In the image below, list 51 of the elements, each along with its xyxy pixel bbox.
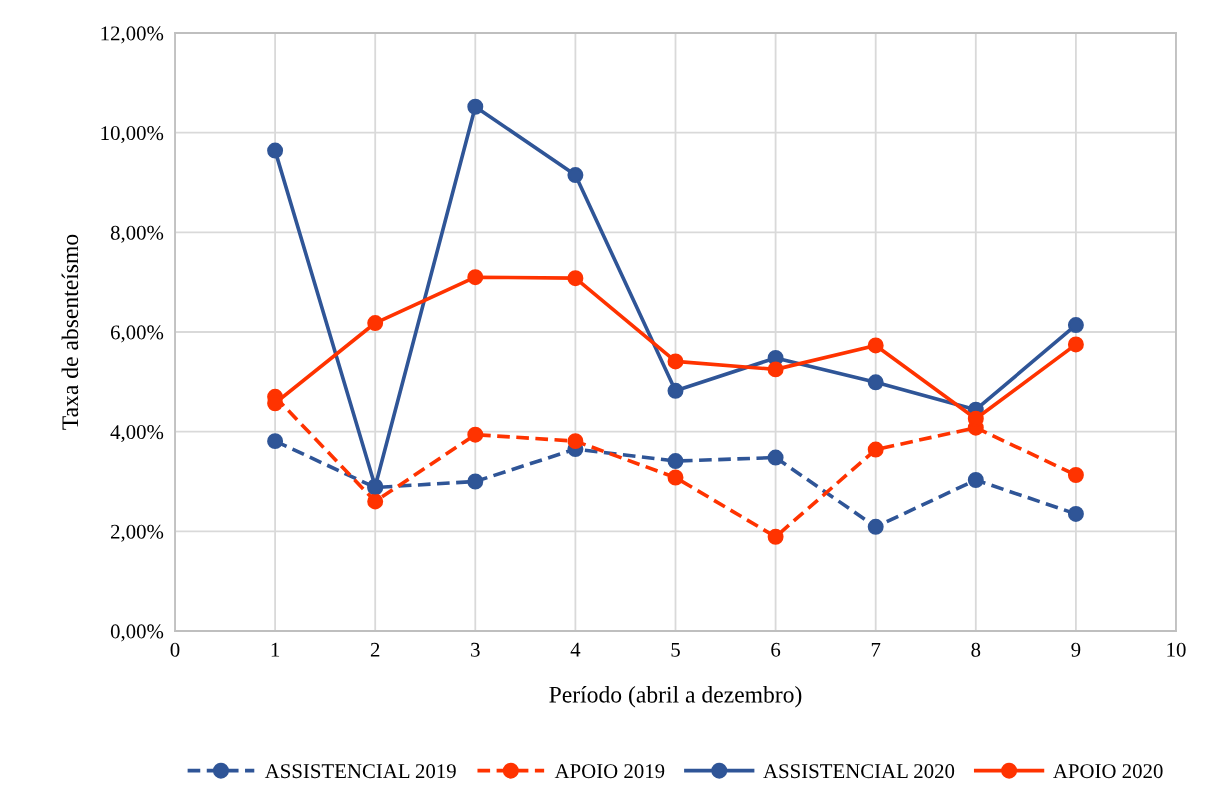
legend-label: APOIO 2019 <box>554 764 665 779</box>
point <box>867 518 884 535</box>
point <box>1067 467 1084 484</box>
point <box>767 528 784 545</box>
point <box>467 269 484 286</box>
y-axis-title: Taxa de absenteísmo <box>61 234 79 430</box>
point <box>367 315 384 332</box>
point <box>667 453 684 470</box>
point <box>1067 336 1084 353</box>
x-tick-label: 2 <box>370 642 380 657</box>
legend-label: ASSISTENCIAL 2020 <box>763 764 955 779</box>
y-tick-label: 12,00% <box>101 26 164 44</box>
x-tick-label: 7 <box>871 642 881 657</box>
point <box>967 472 984 488</box>
legend-label: APOIO 2020 <box>1053 764 1163 779</box>
point <box>367 493 384 510</box>
point <box>567 270 584 287</box>
y-tick-label: 6,00% <box>110 325 164 343</box>
point <box>467 473 484 490</box>
point <box>267 142 284 159</box>
point <box>567 167 584 184</box>
x-tick-label: 3 <box>471 642 480 657</box>
y-tick-label: 8,00% <box>110 225 164 243</box>
point <box>867 441 884 458</box>
x-tick-label: 4 <box>570 642 581 657</box>
point <box>1067 505 1084 522</box>
point <box>667 353 684 370</box>
point <box>667 382 684 399</box>
point <box>567 433 584 450</box>
y-tick-label: 2,00% <box>110 524 164 542</box>
point <box>467 426 484 443</box>
x-tick-label: 5 <box>671 642 680 657</box>
point <box>867 337 884 354</box>
point <box>467 98 484 115</box>
point <box>767 361 784 378</box>
x-tick-label: 6 <box>771 642 781 657</box>
y-tick-label: 10,00% <box>101 126 164 144</box>
x-tick-label: 1 <box>271 642 280 657</box>
x-tick-label: 0 <box>170 642 180 657</box>
y-tick-label: 4,00% <box>110 425 164 443</box>
point <box>767 449 784 466</box>
y-tick-label: 0,00% <box>110 624 164 642</box>
point <box>867 374 884 391</box>
x-tick-label: 9 <box>1071 642 1081 657</box>
x-tick-label: 8 <box>971 642 981 657</box>
point <box>1067 317 1084 334</box>
point <box>267 433 284 450</box>
x-tick-label: 10 <box>1167 642 1186 657</box>
point <box>667 469 684 486</box>
legend-label: ASSISTENCIAL 2019 <box>264 764 456 779</box>
x-axis-title: Período (abril a dezembro) <box>549 686 802 708</box>
